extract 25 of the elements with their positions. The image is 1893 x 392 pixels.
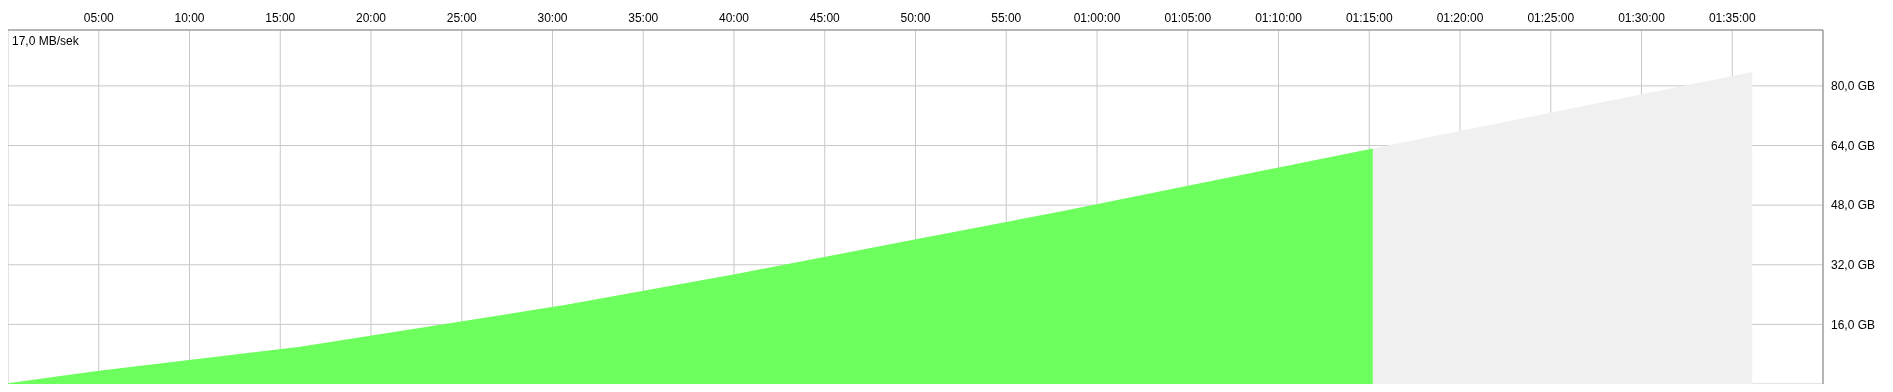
x-tick-label: 01:20:00	[1436, 11, 1484, 25]
y-tick-label: 32,0 GB	[1831, 258, 1876, 273]
x-tick-label: 01:35:00	[1708, 11, 1756, 25]
x-tick-label: 25:00	[446, 11, 478, 25]
x-tick-label: 50:00	[900, 11, 931, 25]
annotation: 17,0 MB/sek	[12, 34, 79, 48]
x-tick-label: 40:00	[718, 11, 750, 25]
x-tick-label: 45:00	[809, 11, 841, 25]
x-tick-label: 01:05:00	[1164, 11, 1212, 25]
x-tick-label: 30:00	[537, 11, 568, 25]
x-tick-label: 35:00	[628, 11, 659, 25]
x-tick-label: 01:00:00	[1073, 11, 1121, 25]
x-tick-label: 01:15:00	[1345, 11, 1393, 25]
x-tick-label: 05:00	[83, 11, 115, 25]
x-tick-label: 10:00	[174, 11, 205, 25]
y-tick-label: 48,0 GB	[1831, 198, 1876, 213]
y-tick-label: 80,0 GB	[1831, 79, 1876, 94]
x-tick-label: 01:25:00	[1527, 11, 1575, 25]
y-tick-label: 64,0 GB	[1831, 138, 1876, 153]
x-tick-label: 15:00	[265, 11, 296, 25]
x-tick-label: 01:10:00	[1255, 11, 1303, 25]
x-tick-label: 55:00	[991, 11, 1022, 25]
x-tick-label: 20:00	[355, 11, 387, 25]
y-tick-label: 16,0 GB	[1831, 317, 1876, 332]
x-tick-label: 01:30:00	[1618, 11, 1666, 25]
